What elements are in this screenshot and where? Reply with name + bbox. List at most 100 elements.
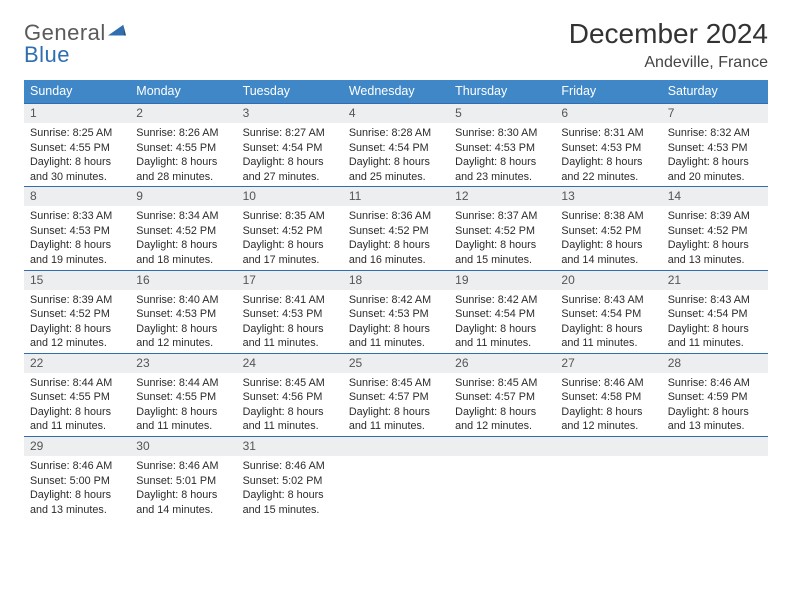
sunset-line: Sunset: 4:52 PM: [30, 307, 124, 322]
sunset-line: Sunset: 4:53 PM: [668, 141, 762, 156]
day-body: Sunrise: 8:35 AMSunset: 4:52 PMDaylight:…: [237, 206, 343, 269]
calendar-day-cell: 12Sunrise: 8:37 AMSunset: 4:52 PMDayligh…: [449, 186, 555, 269]
daylight-line: Daylight: 8 hours and 11 minutes.: [243, 322, 337, 351]
sunset-line: Sunset: 4:53 PM: [30, 224, 124, 239]
sunset-line: Sunset: 4:53 PM: [349, 307, 443, 322]
sunrise-line: Sunrise: 8:36 AM: [349, 209, 443, 224]
calendar-day-cell: 28Sunrise: 8:46 AMSunset: 4:59 PMDayligh…: [662, 353, 768, 436]
sunrise-line: Sunrise: 8:37 AM: [455, 209, 549, 224]
day-number: 9: [130, 186, 236, 206]
sunrise-line: Sunrise: 8:43 AM: [561, 293, 655, 308]
day-number: 22: [24, 353, 130, 373]
day-body: Sunrise: 8:46 AMSunset: 5:01 PMDaylight:…: [130, 456, 236, 519]
daylight-line: Daylight: 8 hours and 23 minutes.: [455, 155, 549, 184]
day-number: 24: [237, 353, 343, 373]
sunrise-line: Sunrise: 8:44 AM: [30, 376, 124, 391]
calendar-day-cell: 24Sunrise: 8:45 AMSunset: 4:56 PMDayligh…: [237, 353, 343, 436]
daylight-line: Daylight: 8 hours and 14 minutes.: [136, 488, 230, 517]
sunset-line: Sunset: 4:55 PM: [30, 390, 124, 405]
sunset-line: Sunset: 4:58 PM: [561, 390, 655, 405]
sunset-line: Sunset: 4:54 PM: [561, 307, 655, 322]
calendar-day-cell: 23Sunrise: 8:44 AMSunset: 4:55 PMDayligh…: [130, 353, 236, 436]
sunrise-line: Sunrise: 8:39 AM: [668, 209, 762, 224]
day-number: 19: [449, 270, 555, 290]
calendar-week-row: 1Sunrise: 8:25 AMSunset: 4:55 PMDaylight…: [24, 103, 768, 186]
sunrise-line: Sunrise: 8:27 AM: [243, 126, 337, 141]
brand-triangle-icon: [108, 24, 126, 38]
daylight-line: Daylight: 8 hours and 11 minutes.: [455, 322, 549, 351]
sunset-line: Sunset: 4:56 PM: [243, 390, 337, 405]
calendar-day-cell: 30Sunrise: 8:46 AMSunset: 5:01 PMDayligh…: [130, 436, 236, 519]
day-body: Sunrise: 8:40 AMSunset: 4:53 PMDaylight:…: [130, 290, 236, 353]
daylight-line: Daylight: 8 hours and 11 minutes.: [349, 322, 443, 351]
calendar-day-cell: 20Sunrise: 8:43 AMSunset: 4:54 PMDayligh…: [555, 270, 661, 353]
daylight-line: Daylight: 8 hours and 30 minutes.: [30, 155, 124, 184]
sunset-line: Sunset: 5:00 PM: [30, 474, 124, 489]
daylight-line: Daylight: 8 hours and 13 minutes.: [668, 405, 762, 434]
day-body: Sunrise: 8:33 AMSunset: 4:53 PMDaylight:…: [24, 206, 130, 269]
sunrise-line: Sunrise: 8:31 AM: [561, 126, 655, 141]
day-body: Sunrise: 8:45 AMSunset: 4:56 PMDaylight:…: [237, 373, 343, 436]
day-number: 4: [343, 103, 449, 123]
daylight-line: Daylight: 8 hours and 13 minutes.: [30, 488, 124, 517]
daylight-line: Daylight: 8 hours and 11 minutes.: [668, 322, 762, 351]
sunset-line: Sunset: 4:52 PM: [243, 224, 337, 239]
calendar-day-cell: 2Sunrise: 8:26 AMSunset: 4:55 PMDaylight…: [130, 103, 236, 186]
daylight-line: Daylight: 8 hours and 11 minutes.: [30, 405, 124, 434]
calendar-day-cell: ....: [343, 436, 449, 519]
calendar-day-cell: 3Sunrise: 8:27 AMSunset: 4:54 PMDaylight…: [237, 103, 343, 186]
day-body: Sunrise: 8:31 AMSunset: 4:53 PMDaylight:…: [555, 123, 661, 186]
daylight-line: Daylight: 8 hours and 27 minutes.: [243, 155, 337, 184]
day-number: .: [449, 436, 555, 456]
sunset-line: Sunset: 4:52 PM: [668, 224, 762, 239]
calendar-day-cell: 7Sunrise: 8:32 AMSunset: 4:53 PMDaylight…: [662, 103, 768, 186]
calendar-day-cell: 10Sunrise: 8:35 AMSunset: 4:52 PMDayligh…: [237, 186, 343, 269]
sunrise-line: Sunrise: 8:45 AM: [349, 376, 443, 391]
calendar-day-cell: ....: [449, 436, 555, 519]
sunrise-line: Sunrise: 8:32 AM: [668, 126, 762, 141]
calendar-header-cell: Wednesday: [343, 80, 449, 103]
calendar-day-cell: 1Sunrise: 8:25 AMSunset: 4:55 PMDaylight…: [24, 103, 130, 186]
daylight-line: Daylight: 8 hours and 22 minutes.: [561, 155, 655, 184]
calendar-day-cell: 17Sunrise: 8:41 AMSunset: 4:53 PMDayligh…: [237, 270, 343, 353]
sunrise-line: Sunrise: 8:46 AM: [243, 459, 337, 474]
daylight-line: Daylight: 8 hours and 15 minutes.: [455, 238, 549, 267]
day-body: Sunrise: 8:43 AMSunset: 4:54 PMDaylight:…: [555, 290, 661, 353]
calendar-day-cell: 26Sunrise: 8:45 AMSunset: 4:57 PMDayligh…: [449, 353, 555, 436]
sunrise-line: Sunrise: 8:33 AM: [30, 209, 124, 224]
daylight-line: Daylight: 8 hours and 13 minutes.: [668, 238, 762, 267]
day-number: 5: [449, 103, 555, 123]
day-number: 1: [24, 103, 130, 123]
calendar-header-cell: Saturday: [662, 80, 768, 103]
day-body: Sunrise: 8:39 AMSunset: 4:52 PMDaylight:…: [24, 290, 130, 353]
calendar-day-cell: ....: [662, 436, 768, 519]
daylight-line: Daylight: 8 hours and 14 minutes.: [561, 238, 655, 267]
calendar-day-cell: 14Sunrise: 8:39 AMSunset: 4:52 PMDayligh…: [662, 186, 768, 269]
day-number: 23: [130, 353, 236, 373]
day-body: Sunrise: 8:32 AMSunset: 4:53 PMDaylight:…: [662, 123, 768, 186]
sunrise-line: Sunrise: 8:46 AM: [561, 376, 655, 391]
day-number: .: [343, 436, 449, 456]
daylight-line: Daylight: 8 hours and 11 minutes.: [349, 405, 443, 434]
day-number: 17: [237, 270, 343, 290]
sunrise-line: Sunrise: 8:43 AM: [668, 293, 762, 308]
calendar-day-cell: 27Sunrise: 8:46 AMSunset: 4:58 PMDayligh…: [555, 353, 661, 436]
sunrise-line: Sunrise: 8:26 AM: [136, 126, 230, 141]
day-body: Sunrise: 8:28 AMSunset: 4:54 PMDaylight:…: [343, 123, 449, 186]
calendar-day-cell: 5Sunrise: 8:30 AMSunset: 4:53 PMDaylight…: [449, 103, 555, 186]
daylight-line: Daylight: 8 hours and 12 minutes.: [30, 322, 124, 351]
sunset-line: Sunset: 4:52 PM: [136, 224, 230, 239]
day-body: Sunrise: 8:44 AMSunset: 4:55 PMDaylight:…: [130, 373, 236, 436]
sunset-line: Sunset: 4:53 PM: [136, 307, 230, 322]
sunrise-line: Sunrise: 8:25 AM: [30, 126, 124, 141]
brand-word2: Blue: [24, 42, 70, 67]
calendar-day-cell: 16Sunrise: 8:40 AMSunset: 4:53 PMDayligh…: [130, 270, 236, 353]
day-body: Sunrise: 8:46 AMSunset: 5:02 PMDaylight:…: [237, 456, 343, 519]
sunrise-line: Sunrise: 8:39 AM: [30, 293, 124, 308]
day-number: 21: [662, 270, 768, 290]
daylight-line: Daylight: 8 hours and 18 minutes.: [136, 238, 230, 267]
sunset-line: Sunset: 4:52 PM: [349, 224, 443, 239]
daylight-line: Daylight: 8 hours and 19 minutes.: [30, 238, 124, 267]
calendar-day-cell: 11Sunrise: 8:36 AMSunset: 4:52 PMDayligh…: [343, 186, 449, 269]
day-body: Sunrise: 8:45 AMSunset: 4:57 PMDaylight:…: [449, 373, 555, 436]
